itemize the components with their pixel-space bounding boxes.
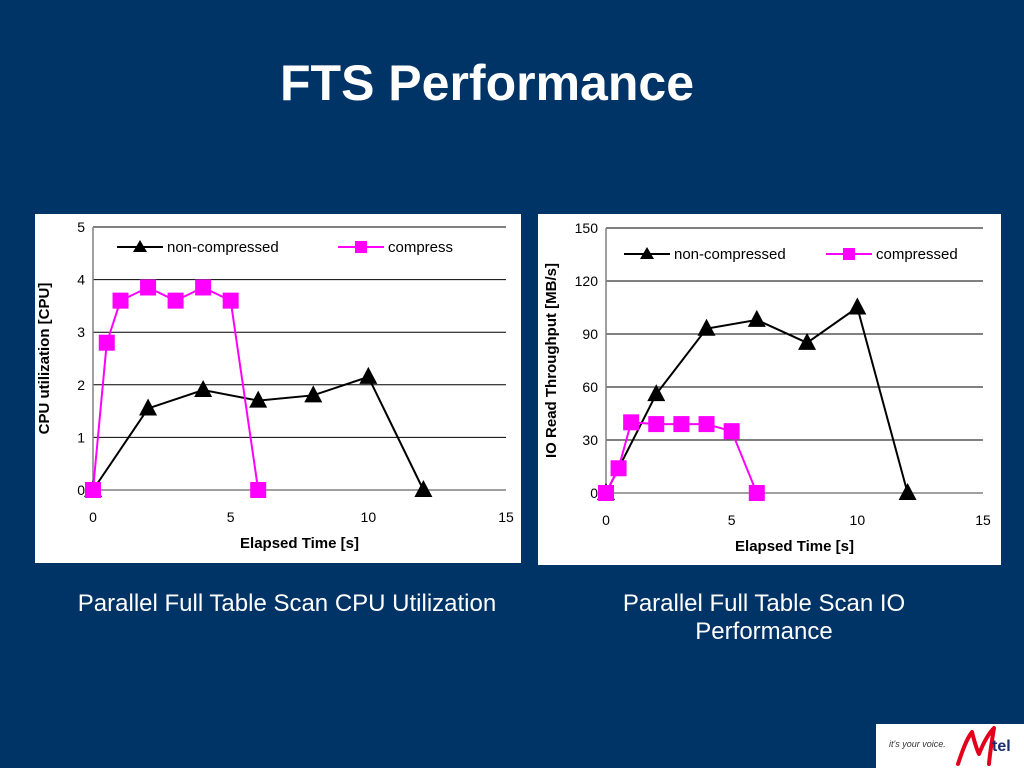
legend-marker xyxy=(843,248,855,260)
y-tick-label: 150 xyxy=(575,220,599,236)
y-tick-label: 3 xyxy=(77,324,85,340)
series-line-compress xyxy=(92,286,260,491)
x-tick-label: 10 xyxy=(361,509,377,525)
data-point-square xyxy=(85,482,101,498)
legend-label: compressed xyxy=(876,246,958,263)
data-point-triangle xyxy=(304,385,323,403)
data-point-square xyxy=(623,414,640,431)
x-tick-label: 5 xyxy=(227,509,235,525)
legend-label: compress xyxy=(388,239,453,256)
logo-tagline: it's your voice. xyxy=(889,739,946,749)
legend-marker xyxy=(640,247,654,259)
data-point-square xyxy=(140,279,157,296)
svg-text:tel: tel xyxy=(992,738,1011,755)
data-point-square xyxy=(698,416,715,433)
y-tick-label: 0 xyxy=(77,482,85,498)
data-point-square xyxy=(250,482,267,498)
y-axis-label: CPU utilization [CPU] xyxy=(36,283,53,435)
y-tick-label: 30 xyxy=(582,432,598,448)
y-tick-label: 5 xyxy=(77,219,85,235)
data-point-triangle xyxy=(359,366,378,384)
mtel-logo-mark: tel xyxy=(956,726,1011,766)
y-tick-label: 2 xyxy=(77,377,85,393)
cpu-chart-canvas: 0 1 2 3 4 5 0 5 10 15 Elapsed Time [s] CPU utilizat… xyxy=(36,219,514,552)
slide-title: FTS Performance xyxy=(279,55,694,111)
data-point-square xyxy=(598,485,614,501)
y-tick-label: 90 xyxy=(582,326,598,342)
x-tick-label: 0 xyxy=(89,509,97,525)
data-point-triangle xyxy=(139,398,158,416)
y-tick-label: 60 xyxy=(582,379,598,395)
cpu-utilization-chart: 0 1 2 3 4 5 0 5 10 15 Elapsed Time [s] CPU utilizat… xyxy=(35,214,521,563)
data-point-square xyxy=(222,292,239,309)
legend-label: non-compressed xyxy=(674,246,786,263)
x-axis-label: Elapsed Time [s] xyxy=(240,535,359,552)
y-axis-label: IO Read Throughput [MB/s] xyxy=(543,263,560,458)
data-point-triangle xyxy=(249,390,268,408)
data-point-square xyxy=(648,416,665,433)
data-point-square xyxy=(195,279,212,296)
x-tick-label: 5 xyxy=(728,512,736,528)
legend-label: non-compressed xyxy=(167,239,279,256)
data-point-square xyxy=(167,292,184,309)
mtel-logo: it's your voice. tel xyxy=(876,724,1024,768)
data-point-triangle xyxy=(647,384,666,402)
data-point-square xyxy=(748,485,765,501)
data-point-square xyxy=(673,416,690,433)
data-point-square xyxy=(610,460,627,477)
y-tick-label: 4 xyxy=(77,272,85,288)
x-tick-label: 10 xyxy=(850,512,866,528)
legend-marker xyxy=(355,241,367,253)
data-point-triangle xyxy=(697,318,716,336)
y-tick-label: 0 xyxy=(590,485,598,501)
x-tick-label: 0 xyxy=(602,512,610,528)
data-point-triangle xyxy=(898,483,917,500)
legend-marker xyxy=(133,240,147,252)
data-point-square xyxy=(98,334,115,351)
io-chart-canvas: 0 30 60 90 120 150 0 5 10 15 Elapsed Time [s] IO Re… xyxy=(543,220,991,555)
y-tick-label: 1 xyxy=(77,429,85,445)
x-tick-label: 15 xyxy=(498,509,514,525)
x-axis-label: Elapsed Time [s] xyxy=(735,538,854,555)
data-point-square xyxy=(112,292,129,309)
io-throughput-chart: 0 30 60 90 120 150 0 5 10 15 Elapsed Time [s] IO Re… xyxy=(538,214,1001,565)
data-point-triangle xyxy=(194,380,213,398)
io-chart-caption: Parallel Full Table Scan IO Performance xyxy=(622,590,906,645)
y-tick-label: 120 xyxy=(575,273,599,289)
x-tick-label: 15 xyxy=(975,512,991,528)
data-point-triangle xyxy=(414,480,433,497)
data-point-triangle xyxy=(798,332,817,350)
data-point-square xyxy=(723,423,740,440)
data-point-triangle xyxy=(747,309,766,327)
cpu-chart-caption: Parallel Full Table Scan CPU Utilization xyxy=(77,590,497,617)
data-point-triangle xyxy=(848,297,867,315)
